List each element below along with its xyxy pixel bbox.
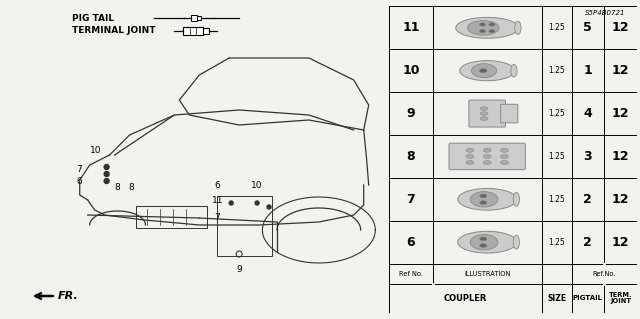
Ellipse shape (468, 20, 499, 35)
Text: 2: 2 (584, 236, 592, 249)
Text: S5P4B0721: S5P4B0721 (584, 10, 625, 16)
Ellipse shape (456, 17, 518, 38)
Ellipse shape (480, 117, 488, 120)
Ellipse shape (466, 161, 474, 165)
Bar (136, 206, 207, 228)
Text: 12: 12 (612, 150, 629, 163)
Text: 7: 7 (406, 193, 415, 206)
Text: 11: 11 (402, 21, 420, 34)
Ellipse shape (480, 244, 487, 248)
Text: 12: 12 (612, 64, 629, 77)
Ellipse shape (500, 154, 508, 159)
Circle shape (104, 165, 109, 169)
Ellipse shape (479, 23, 486, 26)
Text: 1.25: 1.25 (548, 238, 565, 247)
Text: 1.25: 1.25 (548, 152, 565, 161)
Text: ILLUSTRATION: ILLUSTRATION (464, 271, 510, 277)
Text: 8: 8 (115, 183, 120, 192)
Text: 1.25: 1.25 (548, 66, 565, 75)
Text: PIG TAIL: PIG TAIL (72, 14, 114, 23)
Ellipse shape (513, 192, 520, 206)
Text: 10: 10 (252, 181, 263, 190)
Text: 3: 3 (584, 150, 592, 163)
Ellipse shape (480, 107, 488, 110)
Ellipse shape (489, 23, 495, 26)
Text: 7: 7 (76, 165, 82, 174)
Circle shape (255, 201, 259, 205)
Text: COUPLER: COUPLER (444, 293, 487, 303)
Text: 12: 12 (612, 21, 629, 34)
Bar (204, 28, 209, 34)
FancyBboxPatch shape (469, 100, 506, 127)
Ellipse shape (466, 148, 474, 152)
Text: 7: 7 (214, 213, 220, 222)
Circle shape (104, 172, 109, 176)
Text: 12: 12 (612, 107, 629, 120)
Text: 2: 2 (584, 193, 592, 206)
Ellipse shape (479, 69, 487, 73)
Ellipse shape (500, 161, 508, 165)
Text: 10: 10 (90, 146, 101, 155)
Text: 1.25: 1.25 (548, 195, 565, 204)
Ellipse shape (458, 189, 516, 210)
Text: 11: 11 (211, 196, 223, 205)
Text: Ref No.: Ref No. (399, 271, 423, 277)
Bar (183, 27, 204, 35)
Ellipse shape (458, 231, 516, 253)
Text: 8: 8 (129, 183, 134, 192)
Ellipse shape (472, 64, 497, 78)
Text: SIZE: SIZE (547, 293, 566, 303)
Ellipse shape (470, 234, 498, 250)
Ellipse shape (480, 112, 488, 115)
Circle shape (229, 201, 233, 205)
Bar (197, 16, 202, 20)
Ellipse shape (500, 148, 508, 152)
Ellipse shape (480, 201, 487, 204)
Text: 12: 12 (612, 236, 629, 249)
Ellipse shape (480, 194, 487, 198)
Bar (217, 196, 272, 256)
Circle shape (104, 179, 109, 183)
Text: 10: 10 (402, 64, 420, 77)
Text: 8: 8 (406, 150, 415, 163)
Ellipse shape (489, 29, 495, 33)
Bar (191, 15, 197, 21)
Text: FR.: FR. (58, 291, 79, 301)
Ellipse shape (483, 161, 491, 165)
Ellipse shape (460, 61, 515, 81)
Text: TERMINAL JOINT: TERMINAL JOINT (72, 26, 156, 35)
Text: 1.25: 1.25 (548, 109, 565, 118)
Ellipse shape (513, 235, 520, 249)
Ellipse shape (479, 29, 486, 33)
Ellipse shape (511, 64, 517, 77)
Text: Ref.No.: Ref.No. (593, 271, 616, 277)
FancyBboxPatch shape (449, 143, 525, 170)
Ellipse shape (483, 148, 491, 152)
Text: 6: 6 (406, 236, 415, 249)
Text: 5: 5 (584, 21, 592, 34)
Text: TERM.
JOINT: TERM. JOINT (609, 292, 632, 304)
Text: 6: 6 (76, 176, 82, 186)
Ellipse shape (470, 192, 498, 207)
Ellipse shape (483, 154, 491, 159)
Text: 4: 4 (584, 107, 592, 120)
Text: 1.25: 1.25 (548, 23, 565, 32)
Text: 1: 1 (584, 64, 592, 77)
Ellipse shape (466, 154, 474, 159)
Circle shape (267, 205, 271, 209)
Text: 9: 9 (236, 265, 242, 274)
Text: PIGTAIL: PIGTAIL (573, 295, 603, 301)
Text: 6: 6 (214, 181, 220, 190)
FancyBboxPatch shape (500, 104, 518, 123)
Ellipse shape (515, 21, 521, 34)
Text: 9: 9 (406, 107, 415, 120)
Text: 12: 12 (612, 193, 629, 206)
Ellipse shape (480, 237, 487, 241)
